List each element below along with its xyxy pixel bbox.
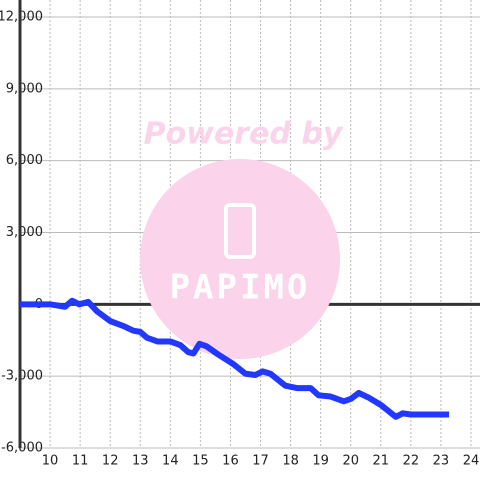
x-tick-label: 23 bbox=[433, 454, 450, 469]
y-tick-label: 6,000 bbox=[6, 153, 43, 168]
watermark-logo: PAPIMO bbox=[170, 268, 311, 308]
x-tick-label: 10 bbox=[42, 454, 59, 469]
x-tick-label: 16 bbox=[222, 454, 239, 469]
x-tick-label: 14 bbox=[162, 454, 179, 469]
x-tick-label: 11 bbox=[72, 454, 89, 469]
y-tick-label: -3,000 bbox=[1, 369, 43, 384]
data-line bbox=[20, 297, 450, 420]
x-tick-label: 19 bbox=[312, 454, 329, 469]
y-tick-label: 9,000 bbox=[6, 81, 43, 96]
x-tick-label: 24 bbox=[463, 454, 480, 469]
x-tick-label: 20 bbox=[342, 454, 359, 469]
x-tick-label: 22 bbox=[403, 454, 420, 469]
x-tick-label: 13 bbox=[132, 454, 149, 469]
y-tick-label: 3,000 bbox=[6, 225, 43, 240]
y-tick-label: -6,000 bbox=[1, 441, 43, 456]
x-tick-label: 15 bbox=[192, 454, 209, 469]
x-tick-label: 18 bbox=[282, 454, 299, 469]
x-tick-label: 21 bbox=[373, 454, 390, 469]
x-tick-label: 12 bbox=[102, 454, 119, 469]
watermark-icon bbox=[224, 203, 256, 259]
watermark-text: Powered by bbox=[144, 117, 344, 152]
x-tick-label: 17 bbox=[252, 454, 269, 469]
